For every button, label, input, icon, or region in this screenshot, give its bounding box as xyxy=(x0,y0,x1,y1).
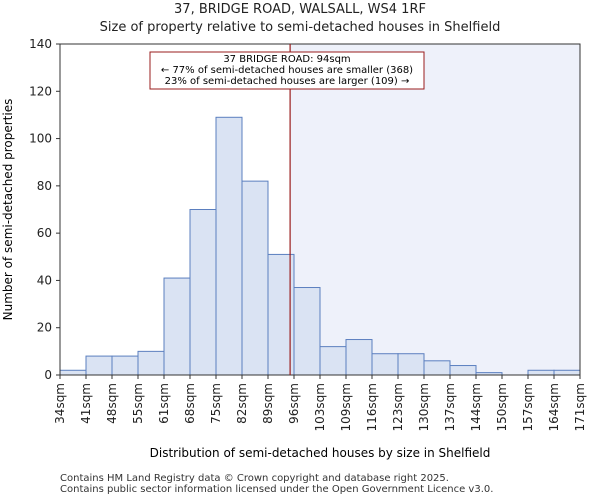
x-axis-label: Distribution of semi-detached houses by … xyxy=(150,446,491,460)
bar-34sqm xyxy=(59,369,87,376)
bar-109sqm xyxy=(345,339,373,376)
bar-55sqm xyxy=(137,350,165,376)
chart-title: 37, BRIDGE ROAD, WALSALL, WS4 1RF xyxy=(174,2,426,17)
x-tick-label: 164sqm xyxy=(547,383,561,431)
x-tick-label: 123sqm xyxy=(391,383,405,431)
annotation-line-1: 37 BRIDGE ROAD: 94sqm xyxy=(223,54,350,65)
y-tick-label: 140 xyxy=(29,37,52,51)
footer-line-1: Contains HM Land Registry data © Crown c… xyxy=(60,473,449,484)
bar-137sqm xyxy=(449,365,477,376)
x-tick-label: 144sqm xyxy=(469,383,483,431)
bar-61sqm xyxy=(163,277,191,376)
larger-region-shade xyxy=(290,44,580,375)
bar-75sqm xyxy=(215,116,243,376)
y-tick-label: 60 xyxy=(37,226,52,240)
x-tick-label: 157sqm xyxy=(521,383,535,431)
chart-subtitle: Size of property relative to semi-detach… xyxy=(99,20,501,35)
bar-41sqm xyxy=(85,355,113,376)
annotation-line-2: ← 77% of semi-detached houses are smalle… xyxy=(161,65,413,76)
bar-68sqm xyxy=(189,209,217,376)
x-tick-label: 116sqm xyxy=(365,383,379,431)
footer-line-2: Contains public sector information licen… xyxy=(60,484,494,495)
annotation-box xyxy=(149,51,425,90)
y-tick-label: 120 xyxy=(29,84,52,98)
x-tick-label: 137sqm xyxy=(443,383,457,431)
y-axis-label: Number of semi-detached properties xyxy=(1,99,15,321)
x-tick-label: 55sqm xyxy=(131,383,145,424)
bar-48sqm xyxy=(111,355,139,376)
bar-82sqm xyxy=(241,180,269,376)
x-tick-label: 109sqm xyxy=(339,383,353,431)
bar-123sqm xyxy=(397,353,425,376)
x-tick-label: 103sqm xyxy=(313,383,327,431)
x-tick-label: 130sqm xyxy=(417,383,431,431)
bar-96sqm xyxy=(293,287,321,376)
x-tick-label: 89sqm xyxy=(261,383,275,424)
y-tick-label: 100 xyxy=(29,132,52,146)
x-tick-label: 41sqm xyxy=(79,383,93,424)
x-tick-label: 150sqm xyxy=(495,383,509,431)
x-tick-label: 48sqm xyxy=(105,383,119,424)
y-tick-label: 40 xyxy=(37,273,52,287)
y-tick-label: 20 xyxy=(37,321,52,335)
x-tick-label: 34sqm xyxy=(53,383,67,424)
y-tick-label: 80 xyxy=(37,179,52,193)
bar-130sqm xyxy=(423,360,451,376)
bar-116sqm xyxy=(371,353,399,376)
bar-157sqm xyxy=(527,369,555,376)
y-tick-label: 0 xyxy=(44,368,52,382)
x-tick-label: 61sqm xyxy=(157,383,171,424)
bar-164sqm xyxy=(553,369,581,376)
x-tick-label: 171sqm xyxy=(573,383,587,431)
bar-103sqm xyxy=(319,346,347,376)
annotation-line-3: 23% of semi-detached houses are larger (… xyxy=(165,76,410,87)
x-tick-label: 68sqm xyxy=(183,383,197,424)
x-tick-label: 75sqm xyxy=(209,383,223,424)
x-tick-label: 82sqm xyxy=(235,383,249,424)
x-tick-label: 96sqm xyxy=(287,383,301,424)
